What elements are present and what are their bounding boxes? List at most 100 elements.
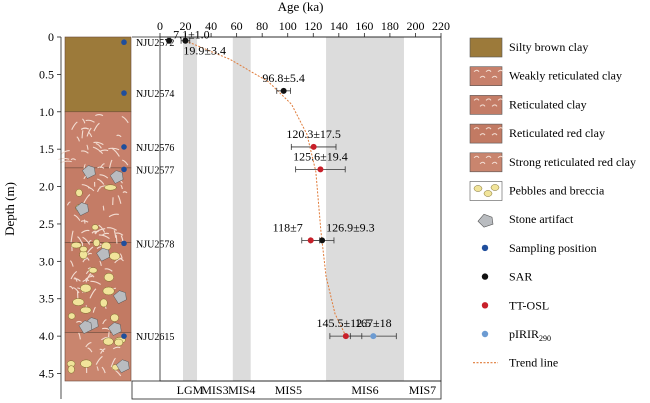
pebble [80,359,93,368]
tt-osl-label-2: 118±7 [273,220,303,234]
stone-artifact [75,202,89,216]
y-tick-label: 3.0 [39,254,54,268]
legend-pebble [490,184,500,191]
reticulation-mark [73,214,81,221]
reticulation-mark [81,229,90,234]
legend-pebble [473,185,483,192]
legend-dot-sar [481,273,489,280]
pebble [103,272,114,282]
legend-pebble [483,190,493,197]
reticulation-mark [92,306,96,313]
reticulation-mark [122,191,128,194]
reticulation-mark [97,187,101,193]
legend-texture [479,161,486,165]
legend-label-ttosl: TT-OSL [509,298,549,312]
mis-label-lgm: LGM [177,383,204,397]
sampling-label-2: NJU2576 [136,143,174,154]
reticulation-mark [88,131,93,138]
reticulation-mark [100,336,110,341]
reticulation-mark [58,157,70,160]
legend-texture [497,127,504,130]
reticulation-mark [82,279,90,283]
reticulation-mark [74,277,78,282]
reticulation-mark [109,159,113,169]
sampling-label-5: NJU2615 [136,332,174,343]
legend-label-trend: Trend line [509,356,558,370]
legend-label-sampling: Sampling position [509,241,597,255]
x-axis-title: Age (ka) [278,0,324,14]
reticulation-mark [93,122,100,132]
mis-band-4 [326,37,404,381]
y-tick-label: 4.0 [39,329,54,343]
legend-texture [497,155,504,159]
tt-osl-point-3 [342,333,349,340]
y-tick-label: 0.5 [39,67,54,81]
pebble [109,252,121,261]
pebble [104,184,117,191]
mis-label-mis5: MIS5 [275,383,302,397]
reticulation-mark [70,230,74,243]
reticulation-mark [69,260,74,267]
reticulation-mark [119,253,123,259]
reticulation-mark [86,127,92,137]
sar-label-3: 126.9±9.3 [326,220,375,234]
legend: Silty brown clay Weakly reticulated clay R… [469,37,636,370]
reticulation-mark [85,342,92,348]
reticulation-mark [70,270,78,280]
legend-label-weakly: Weakly reticulated clay [509,69,622,83]
reticulation-mark [108,213,119,218]
sampling-dot-0 [121,39,127,46]
legend-subscript: 290 [539,334,551,343]
reticulation-mark [82,258,87,263]
stratum-0 [64,36,132,113]
legend-texture [473,155,480,159]
legend-label-stone: Stone artifact [509,212,574,226]
reticulation-mark [96,366,99,371]
stone-artifact [109,170,124,184]
reticulation-mark [121,115,129,124]
legend-stone-icon [477,213,494,228]
pebble [91,224,99,231]
legend-dot-ttosl [481,302,489,309]
stone-artifact [96,247,110,262]
pebble [88,267,98,274]
x-tick-label: 140 [330,19,348,33]
legend-texture [479,104,486,107]
pirir290-label-0: 167±18 [355,316,392,330]
pebble [75,188,83,197]
y-tick-label: 4.5 [39,367,54,381]
reticulation-mark [112,346,121,350]
reticulation-mark [93,141,104,146]
mis-label-mis6: MIS6 [351,383,378,397]
legend-swatch-reticulated [469,95,503,115]
mis-label-mis7: MIS7 [409,383,436,397]
stone-artifact [113,290,127,304]
reticulation-mark [70,158,77,161]
legend-dot-pirir [481,330,489,338]
mis-label-mis4: MIS4 [228,383,255,397]
sar-point-1 [182,37,189,44]
y-tick-label: 0 [48,30,54,44]
reticulation-mark [92,146,104,155]
reticulation-mark [89,288,97,299]
reticulation-mark [71,121,78,131]
pebble [80,306,92,314]
legend-texture [485,98,492,101]
pebble [72,298,85,306]
legend-swatch-red [469,123,503,144]
stratum-1 [64,111,132,169]
pebble [93,238,101,247]
y-tick-label: 1.0 [39,105,54,119]
sampling-dot-2 [121,144,127,150]
legend-texture [497,98,504,101]
legend-texture [485,69,492,73]
reticulation-mark [84,275,93,281]
reticulation-mark [89,274,95,278]
x-tick-label: 180 [381,19,399,33]
pebble [102,286,115,296]
reticulation-mark [90,280,101,285]
x-tick-label: 0 [157,19,163,33]
pebble [67,365,75,374]
